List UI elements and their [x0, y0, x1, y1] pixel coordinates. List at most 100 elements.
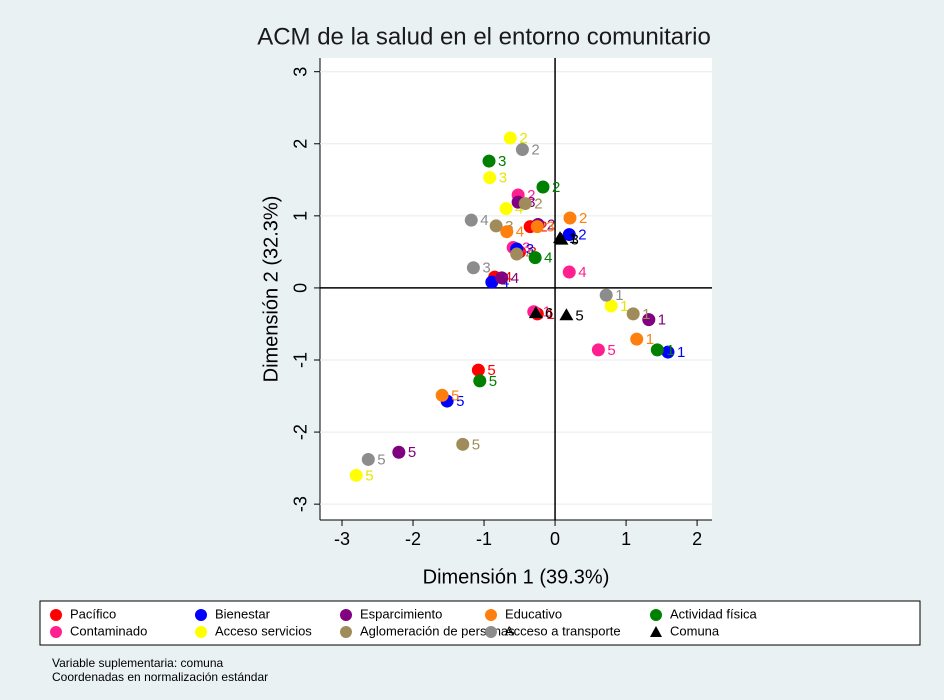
point	[473, 374, 487, 388]
point	[456, 437, 470, 451]
point-label: 5	[487, 362, 495, 379]
point	[626, 307, 640, 321]
point-label: 2	[534, 196, 542, 213]
point-label: 1	[569, 230, 577, 247]
point-label: 1	[658, 312, 666, 329]
point	[489, 219, 503, 233]
legend-marker	[340, 609, 352, 621]
x-tick-label: -1	[476, 529, 492, 549]
point	[562, 228, 576, 242]
point-label: 1	[546, 306, 554, 323]
point-label: 3	[498, 153, 506, 170]
point-label: 2	[527, 187, 535, 204]
point	[483, 171, 497, 185]
point-label: 3	[499, 170, 507, 187]
point	[518, 197, 532, 211]
point-label: 5	[607, 342, 615, 359]
point	[661, 345, 675, 359]
point	[499, 202, 513, 216]
point-label: 5	[489, 373, 497, 390]
y-tick-label: 0	[291, 283, 311, 293]
point-label: 5	[472, 436, 480, 453]
point	[466, 261, 480, 275]
point	[392, 445, 406, 459]
point	[510, 247, 524, 261]
y-tick-label: 1	[291, 211, 311, 221]
point	[554, 232, 569, 245]
point	[599, 288, 613, 302]
legend-marker	[485, 609, 497, 621]
point	[349, 468, 363, 482]
legend-label: Aglomeración de personas	[360, 623, 515, 638]
point-label: 2	[547, 216, 555, 233]
y-tick-label: -3	[291, 496, 311, 512]
point	[536, 180, 550, 194]
point-label: 4	[578, 264, 586, 281]
x-tick-label: -3	[334, 529, 350, 549]
chart-title: ACM de la salud en el entorno comunitari…	[257, 23, 711, 50]
point	[591, 343, 605, 357]
x-tick-label: 1	[621, 529, 631, 549]
x-tick-label: 0	[550, 529, 560, 549]
point-label: 3	[526, 241, 534, 258]
point	[650, 343, 664, 357]
note: Variable suplementaria: comuna	[52, 656, 224, 670]
point	[435, 388, 449, 402]
point-label: 5	[408, 444, 416, 461]
point-label: 5	[575, 307, 583, 324]
point-label: 3	[546, 219, 554, 236]
point-label: 4	[544, 250, 552, 267]
legend-label: Actividad física	[670, 606, 757, 621]
point-label: 2	[531, 142, 539, 159]
legend-label: Contaminado	[70, 623, 147, 638]
note: Coordenadas en normalización estándar	[52, 670, 268, 684]
point	[464, 213, 478, 227]
y-tick-label: -2	[291, 424, 311, 440]
point-label: 5	[456, 393, 464, 410]
point-label: 1	[646, 331, 654, 348]
point-label: 3	[522, 240, 530, 257]
x-tick-label: 2	[692, 529, 702, 549]
point-label: 5	[451, 387, 459, 404]
point-label: 5	[377, 451, 385, 468]
point-label: 4	[515, 201, 523, 218]
point-label: 1	[543, 304, 551, 321]
legend-marker	[340, 626, 352, 638]
point	[528, 306, 543, 319]
point-label: 1	[615, 287, 623, 304]
legend-marker	[195, 609, 207, 621]
point	[604, 299, 618, 313]
legend-label: Pacífico	[70, 606, 116, 621]
point	[530, 220, 544, 234]
point	[361, 452, 375, 466]
legend-label: Esparcimiento	[360, 606, 442, 621]
point	[482, 154, 496, 168]
legend-marker	[50, 626, 62, 638]
point-label: 3	[482, 260, 490, 277]
point	[495, 271, 509, 285]
point-label: 4	[516, 224, 524, 241]
point	[471, 363, 485, 377]
legend-marker	[50, 609, 62, 621]
y-tick-label: 2	[291, 139, 311, 149]
point-label: 3	[570, 232, 578, 249]
point-label: 6	[545, 305, 553, 322]
point	[630, 332, 644, 346]
y-tick-label: -1	[291, 352, 311, 368]
point-label: 2	[578, 227, 586, 244]
legend-marker	[195, 626, 207, 638]
legend-label: Acceso a transporte	[505, 623, 621, 638]
point-label: 1	[666, 342, 674, 359]
point-label: 4	[511, 270, 519, 287]
point-label: 4	[480, 212, 488, 229]
point	[485, 275, 499, 289]
point-label: 2	[552, 179, 560, 196]
legend-label: Educativo	[505, 606, 562, 621]
point	[559, 308, 574, 321]
legend-label: Acceso servicios	[215, 623, 312, 638]
legend-box	[39, 600, 921, 646]
y-axis-label: Dimensión 2 (32.3%)	[260, 196, 282, 383]
point	[515, 143, 529, 157]
legend-marker	[650, 626, 662, 637]
